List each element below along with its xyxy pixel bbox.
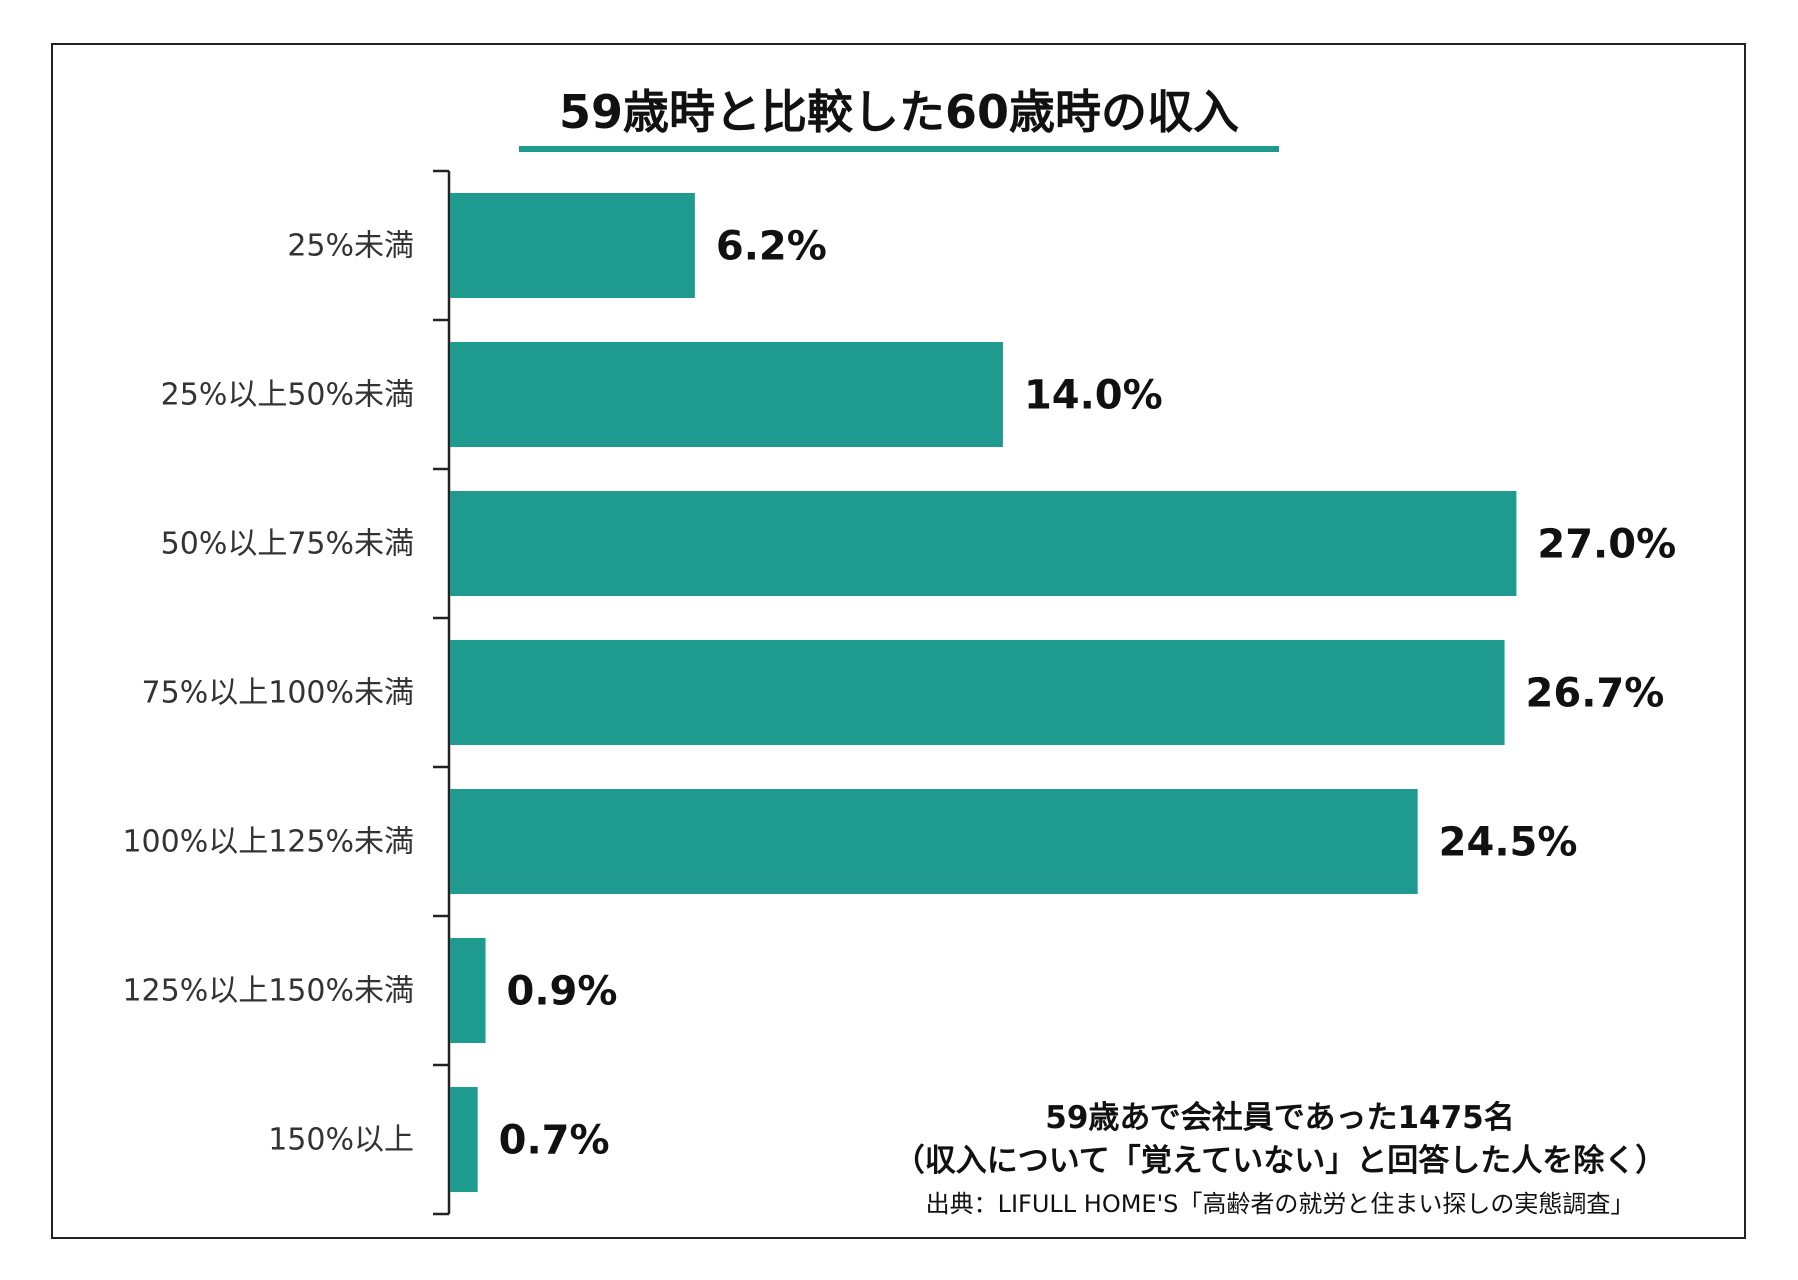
category-label: 75%以上100%未満 [142, 676, 414, 711]
source-note: 出典：LIFULL HOME'S「高齢者の就労と住まい探しの実態調査」 [925, 1190, 1635, 1218]
chart-frame [51, 43, 1746, 1239]
value-label: 0.7% [499, 1118, 610, 1164]
bar-1 [450, 342, 1003, 447]
category-label: 100%以上125%未満 [122, 825, 414, 860]
bar-6 [450, 1087, 478, 1192]
value-label: 27.0% [1537, 522, 1676, 568]
value-label: 26.7% [1526, 671, 1665, 717]
sample-note: 59歳あで会社員であった1475名 [1045, 1100, 1515, 1136]
bar-4 [450, 789, 1418, 894]
category-label: 25%以上50%未満 [161, 378, 414, 413]
value-label: 14.0% [1024, 373, 1163, 419]
value-label: 24.5% [1439, 820, 1578, 866]
exclusion-note: （収入について「覚えていない」と回答した人を除く） [893, 1143, 1667, 1179]
chart-title: 59歳時と比較した60歳時の収入 [558, 85, 1240, 139]
bar-5 [450, 938, 486, 1043]
value-label: 0.9% [507, 969, 618, 1015]
category-label: 125%以上150%未満 [122, 974, 414, 1009]
bar-2 [450, 491, 1517, 596]
category-label: 150%以上 [268, 1123, 414, 1158]
category-label: 50%以上75%未満 [161, 527, 414, 562]
bar-0 [450, 193, 695, 298]
bar-3 [450, 640, 1505, 745]
category-label: 25%未満 [287, 229, 414, 264]
title-underline [519, 146, 1279, 152]
value-label: 6.2% [716, 224, 827, 270]
